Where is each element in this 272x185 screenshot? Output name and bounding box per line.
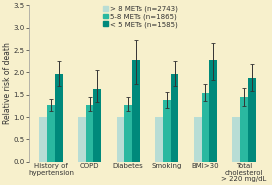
Bar xyxy=(171,74,178,162)
Bar xyxy=(55,74,63,162)
Legend: > 8 METs (n=2743), 5-8 METs (n=1865), < 5 METs (n=1585): > 8 METs (n=2743), 5-8 METs (n=1865), < … xyxy=(103,6,178,28)
Bar xyxy=(117,117,124,162)
Bar xyxy=(78,117,86,162)
Bar xyxy=(202,92,209,162)
Bar xyxy=(155,117,163,162)
Bar xyxy=(232,117,240,162)
Bar xyxy=(94,89,101,162)
Bar xyxy=(240,97,248,162)
Bar xyxy=(86,105,94,162)
Y-axis label: Relative risk of death: Relative risk of death xyxy=(3,43,12,125)
Bar xyxy=(39,117,47,162)
Bar xyxy=(124,105,132,162)
Bar xyxy=(132,60,140,162)
Bar xyxy=(47,105,55,162)
Bar xyxy=(248,78,256,162)
Bar xyxy=(163,100,171,162)
Bar xyxy=(194,117,202,162)
Bar xyxy=(209,60,217,162)
